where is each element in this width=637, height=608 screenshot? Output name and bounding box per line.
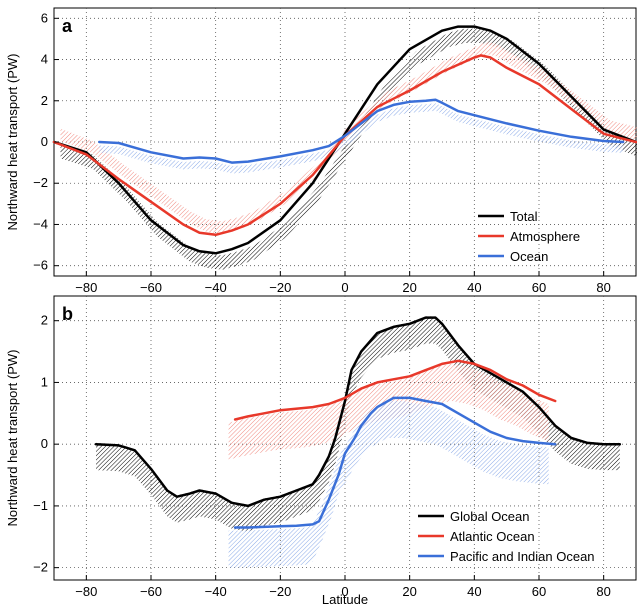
x-tick-label: 80 xyxy=(596,280,610,295)
y-tick-label: 6 xyxy=(41,10,48,25)
panel-b-xlabel: Latitude xyxy=(322,592,368,607)
y-tick-label: 2 xyxy=(41,93,48,108)
spread-band-total xyxy=(60,28,637,270)
x-tick-label: 0 xyxy=(341,280,348,295)
legend-label: Atmosphere xyxy=(510,229,580,244)
legend-label: Global Ocean xyxy=(450,509,530,524)
series-line-pacific-and-indian-ocean xyxy=(233,396,557,529)
y-tick-label: −2 xyxy=(33,175,48,190)
y-tick-label: 4 xyxy=(41,52,48,67)
x-tick-label: −20 xyxy=(269,584,291,599)
legend-label: Total xyxy=(510,209,538,224)
x-tick-label: 0 xyxy=(341,584,348,599)
x-tick-label: −20 xyxy=(269,280,291,295)
panel-b: −80 −60 −40 −20 0 20 40 60 80 −2 −1 0 1 2 b Northward… xyxy=(5,295,637,607)
panel-b-letter: b xyxy=(62,304,73,324)
legend-label: Pacific and Indian Ocean xyxy=(450,549,595,564)
series-line-atmosphere xyxy=(52,54,637,237)
x-tick-label: −60 xyxy=(140,584,162,599)
spread-band-ocean xyxy=(99,103,624,174)
x-tick-label: −60 xyxy=(140,280,162,295)
x-tick-label: 20 xyxy=(402,280,416,295)
panel-a-letter: a xyxy=(62,16,73,36)
panel-b-legend: Global Ocean Atlantic Ocean Pacific and In… xyxy=(418,509,595,564)
y-tick-label: −1 xyxy=(33,498,48,513)
x-tick-label: −40 xyxy=(205,584,227,599)
x-tick-label: −40 xyxy=(205,280,227,295)
series-line-ocean xyxy=(98,98,625,164)
x-tick-label: 20 xyxy=(402,584,416,599)
y-tick-label: 0 xyxy=(41,134,48,149)
x-tick-label: −80 xyxy=(75,584,97,599)
panel-b-ylabel: Northward heat transport (PW) xyxy=(5,349,20,526)
series-line-global-ocean xyxy=(94,316,622,508)
y-tick-label: 2 xyxy=(41,313,48,328)
panel-a-spread-bands xyxy=(60,28,637,270)
panel-a-legend: Total Atmosphere Ocean xyxy=(478,209,580,264)
x-tick-label: 40 xyxy=(467,280,481,295)
legend-label: Atlantic Ocean xyxy=(450,529,535,544)
panel-b-ticks: −80 −60 −40 −20 0 20 40 60 80 −2 −1 0 1 2 xyxy=(33,313,611,599)
x-tick-label: 80 xyxy=(596,584,610,599)
y-tick-label: −2 xyxy=(33,560,48,575)
spread-band-pacific-and-indian-ocean xyxy=(228,401,549,568)
y-tick-label: 0 xyxy=(41,436,48,451)
panel-b-series xyxy=(94,316,622,529)
y-tick-label: −6 xyxy=(33,258,48,273)
x-tick-label: 60 xyxy=(532,584,546,599)
legend-label: Ocean xyxy=(510,249,548,264)
y-tick-label: −4 xyxy=(33,216,48,231)
series-line-total xyxy=(52,25,637,255)
x-tick-label: −80 xyxy=(75,280,97,295)
y-tick-label: 1 xyxy=(41,374,48,389)
panel-a-series xyxy=(52,25,637,255)
series-line-atlantic-ocean xyxy=(233,359,557,421)
x-tick-label: 40 xyxy=(467,584,481,599)
x-tick-label: 60 xyxy=(532,280,546,295)
panel-b-grid xyxy=(54,296,636,580)
panel-a-ylabel: Northward heat transport (PW) xyxy=(5,53,20,230)
